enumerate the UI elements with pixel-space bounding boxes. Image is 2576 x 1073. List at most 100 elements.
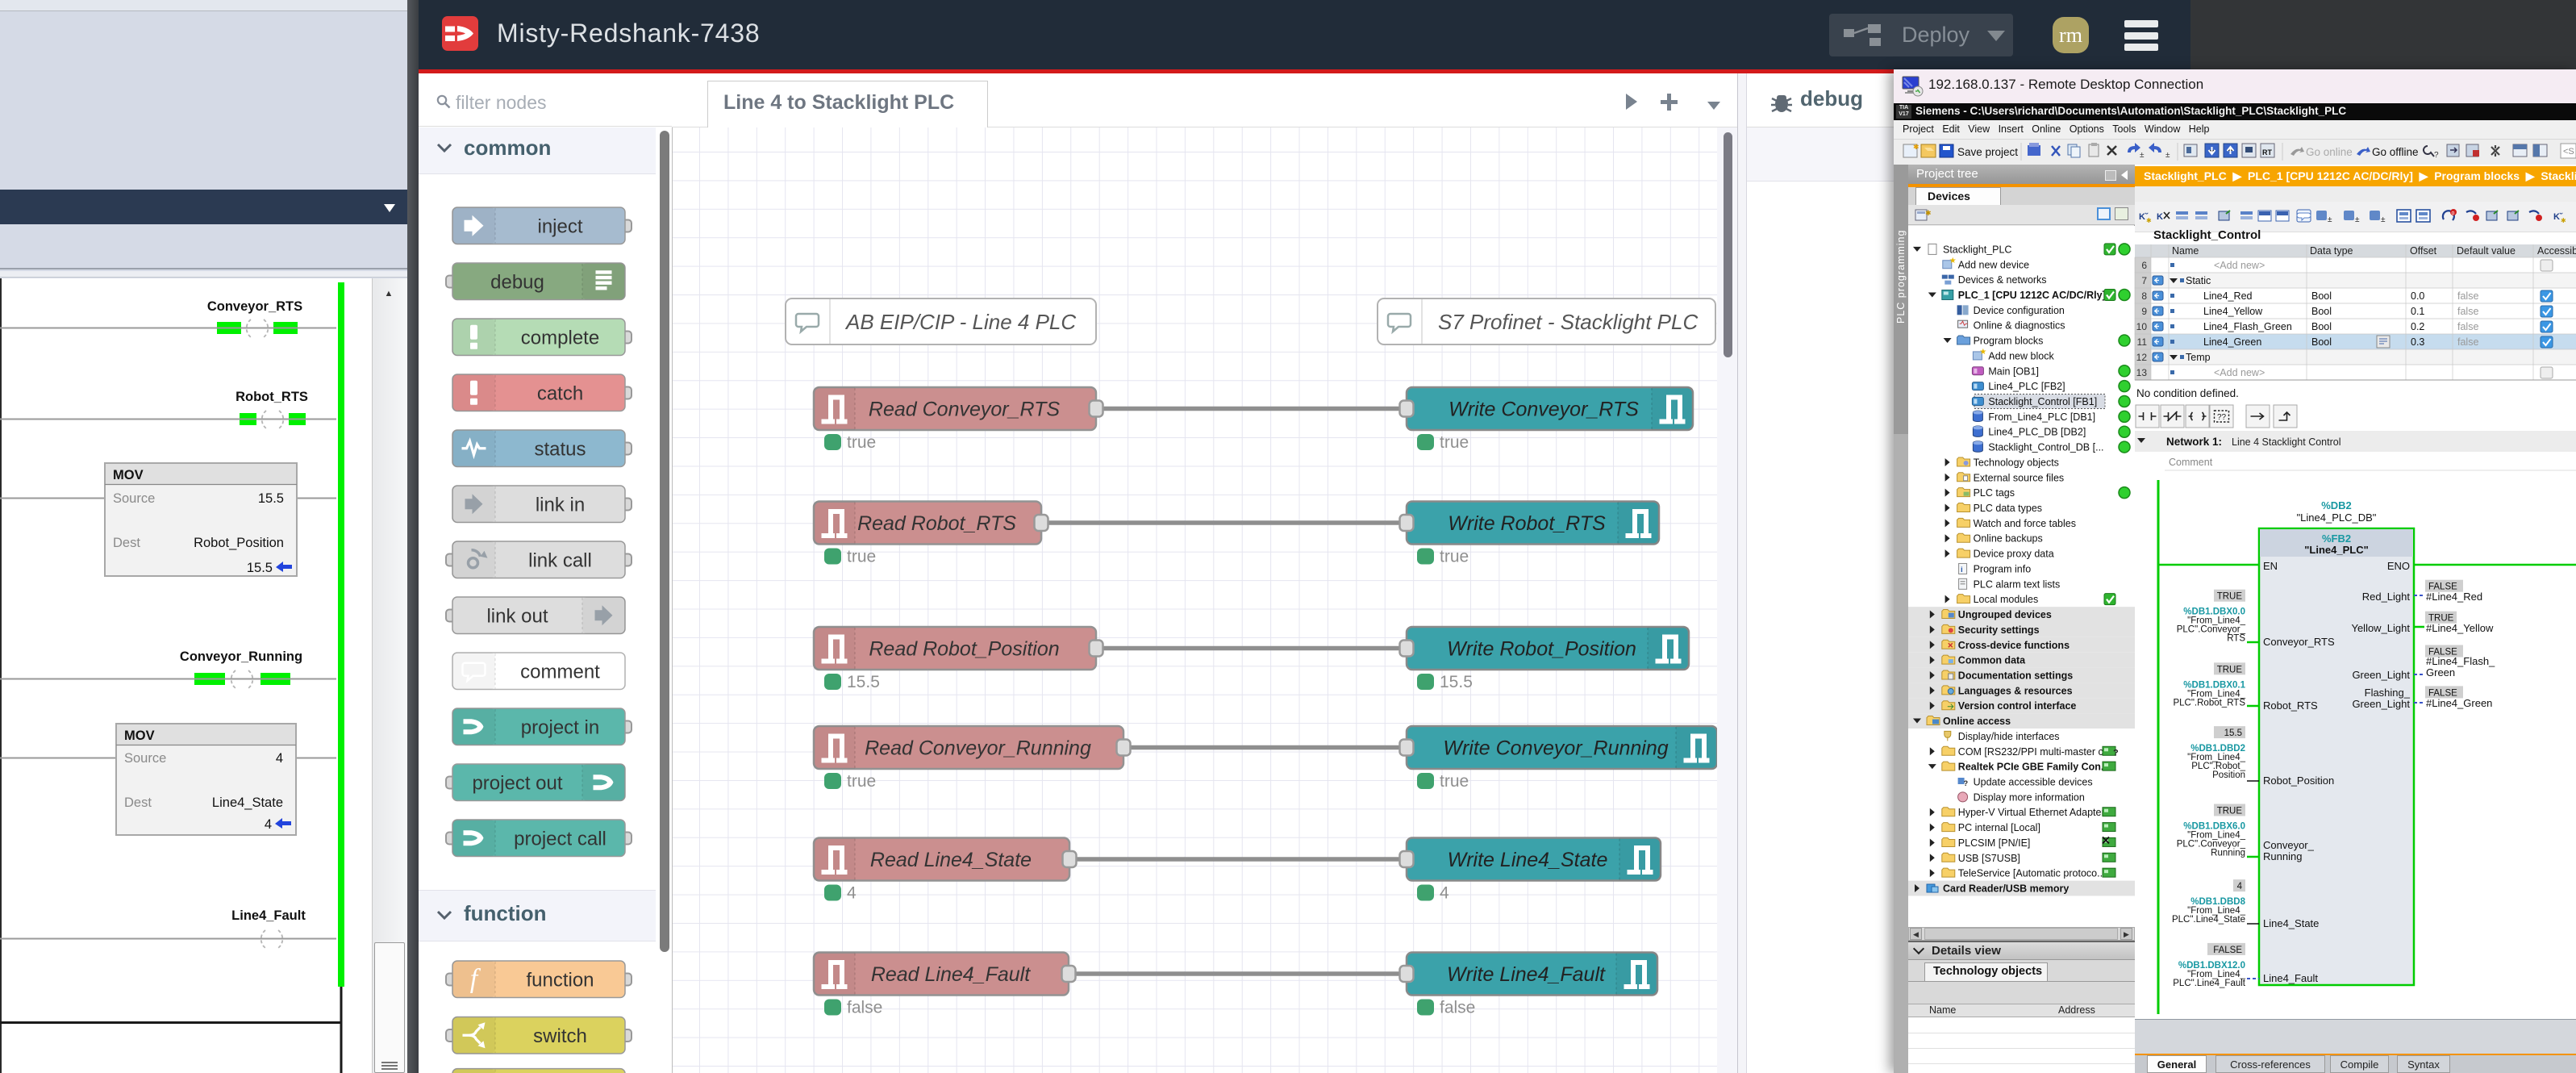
svg-text:4: 4 <box>276 751 283 766</box>
svg-text:Security settings: Security settings <box>1958 624 2040 636</box>
svg-text:%DB1.DBX0.1: %DB1.DBX0.1 <box>2183 680 2245 690</box>
svg-text:RTS: RTS <box>2227 634 2245 644</box>
svg-text:false: false <box>847 999 882 1017</box>
svg-text:Go online: Go online <box>2306 146 2353 158</box>
svg-text:From_Line4_PLC [DB1]: From_Line4_PLC [DB1] <box>1988 411 2095 423</box>
svg-text:TRUE: TRUE <box>2217 592 2243 602</box>
svg-text:ENO: ENO <box>2387 560 2410 572</box>
svg-text:Source: Source <box>113 491 155 506</box>
svg-text:Local modules: Local modules <box>1974 594 2039 605</box>
svg-text:Write Conveyor_Running: Write Conveyor_Running <box>1443 737 1668 760</box>
svg-text:4: 4 <box>2237 882 2243 891</box>
svg-text:o: o <box>2452 211 2455 216</box>
svg-text:★: ★ <box>1979 348 1986 357</box>
svg-text:✱: ✱ <box>1913 143 1919 151</box>
svg-text:4: 4 <box>1440 884 1449 903</box>
svg-text:i: i <box>1961 566 1963 574</box>
svg-text:TeleService [Automatic protoco: TeleService [Automatic protoco... <box>1958 868 2106 879</box>
svg-text:✱: ✱ <box>2146 217 2152 224</box>
svg-text:±: ± <box>2381 215 2386 224</box>
svg-text:15.5: 15.5 <box>847 673 880 691</box>
svg-text:project in: project in <box>521 716 599 738</box>
svg-text:Stacklight_Control_DB [...: Stacklight_Control_DB [... <box>1988 442 2103 453</box>
svg-text:Yellow_Light: Yellow_Light <box>2351 622 2410 634</box>
svg-text:Read Robot_RTS: Read Robot_RTS <box>857 512 1016 535</box>
svg-text:Stacklight_PLC: Stacklight_PLC <box>1943 244 2011 255</box>
svg-text:Running: Running <box>2263 850 2302 862</box>
svg-text:Update accessible devices: Update accessible devices <box>1974 777 2093 788</box>
svg-text:status: status <box>534 438 586 460</box>
svg-text:Comment: Comment <box>2169 457 2213 468</box>
svg-text:Conveyor_RTS: Conveyor_RTS <box>207 299 302 314</box>
svg-text:#Line4_Flash_: #Line4_Flash_ <box>2426 655 2495 667</box>
svg-text:Device proxy data: Device proxy data <box>1974 549 2054 560</box>
svg-text:Display/hide interfaces: Display/hide interfaces <box>1958 731 2060 742</box>
svg-text:PLCSIM [PN/IE]: PLCSIM [PN/IE] <box>1958 837 2031 849</box>
svg-text:true: true <box>1440 548 1469 566</box>
svg-text:Ungrouped devices: Ungrouped devices <box>1958 609 2052 620</box>
svg-text:K˘: K˘ <box>2553 212 2563 222</box>
svg-text:Robot_Position: Robot_Position <box>194 536 284 550</box>
svg-text:Languages & resources: Languages & resources <box>1958 685 2073 696</box>
svg-text:Bool: Bool <box>2311 306 2332 317</box>
svg-text:Line4_Yellow: Line4_Yellow <box>2203 306 2263 317</box>
svg-text:%DB1.DBX0.0: %DB1.DBX0.0 <box>2183 607 2245 617</box>
svg-text:Online access: Online access <box>1943 716 2011 727</box>
svg-text:Running: Running <box>2211 849 2245 858</box>
svg-text:false: false <box>1440 999 1475 1017</box>
svg-text:K: K <box>2157 212 2163 222</box>
svg-text:Position: Position <box>2212 770 2245 780</box>
svg-text:switch: switch <box>533 1025 587 1047</box>
svg-text:Online & diagnostics: Online & diagnostics <box>1974 320 2065 332</box>
svg-text:Green: Green <box>2426 666 2455 678</box>
svg-text:false: false <box>2457 321 2478 332</box>
svg-text:0.1: 0.1 <box>2411 306 2424 317</box>
svg-text:±: ± <box>2328 215 2332 224</box>
svg-text:Conveyor_RTS: Conveyor_RTS <box>2263 636 2335 648</box>
svg-text:4: 4 <box>265 817 272 832</box>
svg-text:Bool: Bool <box>2311 336 2332 348</box>
svg-text:No condition defined.: No condition defined. <box>2136 387 2239 399</box>
svg-text:Write Robot_RTS: Write Robot_RTS <box>1448 512 1606 535</box>
svg-text:Add new device: Add new device <box>1958 259 2029 270</box>
svg-text:Stacklight_Control [FB1]: Stacklight_Control [FB1] <box>1988 396 2097 407</box>
svg-text:11: 11 <box>2137 336 2148 348</box>
svg-text:Watch and force tables: Watch and force tables <box>1974 518 2076 529</box>
svg-text:Conveyor_Running: Conveyor_Running <box>180 649 302 664</box>
svg-text:Green_Light: Green_Light <box>2352 698 2410 710</box>
svg-text:false: false <box>2457 336 2478 348</box>
svg-text:#Line4_Red: #Line4_Red <box>2426 591 2482 603</box>
svg-text:Network 1:: Network 1: <box>2166 436 2222 448</box>
svg-text:complete: complete <box>521 327 599 349</box>
svg-text:<S: <S <box>2563 147 2574 157</box>
svg-text:FALSE: FALSE <box>2428 582 2457 592</box>
svg-text:comment: comment <box>520 661 600 683</box>
svg-text:Add new block: Add new block <box>1988 350 2054 361</box>
svg-text:%DB1.DBD2: %DB1.DBD2 <box>2190 744 2245 754</box>
svg-text:link in: link in <box>536 494 585 516</box>
svg-text:??: ?? <box>2217 413 2227 422</box>
svg-text:Write Conveyor_RTS: Write Conveyor_RTS <box>1448 399 1639 421</box>
svg-text:"From_Line4_: "From_Line4_ <box>2187 753 2245 762</box>
svg-text:Read Line4_Fault: Read Line4_Fault <box>871 963 1031 986</box>
svg-text:Flashing_: Flashing_ <box>2365 687 2411 699</box>
svg-text:Name: Name <box>2172 245 2199 257</box>
svg-text:TRUE: TRUE <box>2217 665 2243 674</box>
svg-text:true: true <box>847 548 876 566</box>
svg-text:Line4_PLC [FB2]: Line4_PLC [FB2] <box>1988 381 2065 392</box>
svg-text:false: false <box>2457 290 2478 302</box>
svg-text:function: function <box>526 969 594 991</box>
svg-text:Write Line4_Fault: Write Line4_Fault <box>1447 963 1606 986</box>
svg-text:true: true <box>847 772 876 791</box>
svg-text:"From_Line4_: "From_Line4_ <box>2187 616 2245 626</box>
svg-text:PLC".Conveyor_: PLC".Conveyor_ <box>2177 625 2246 635</box>
svg-text:12: 12 <box>2136 352 2148 363</box>
svg-text:TRUE: TRUE <box>2428 614 2454 624</box>
svg-text:Common data: Common data <box>1958 655 2026 666</box>
svg-text:"From_Line4_: "From_Line4_ <box>2187 689 2245 699</box>
svg-text:TRUE: TRUE <box>2217 807 2243 816</box>
svg-text:Bool: Bool <box>2311 321 2332 332</box>
svg-text:PLC".Line4_Fault: PLC".Line4_Fault <box>2173 979 2246 988</box>
svg-text:Devices & networks: Devices & networks <box>1958 274 2047 286</box>
svg-text:PLC tags: PLC tags <box>1974 487 2015 499</box>
